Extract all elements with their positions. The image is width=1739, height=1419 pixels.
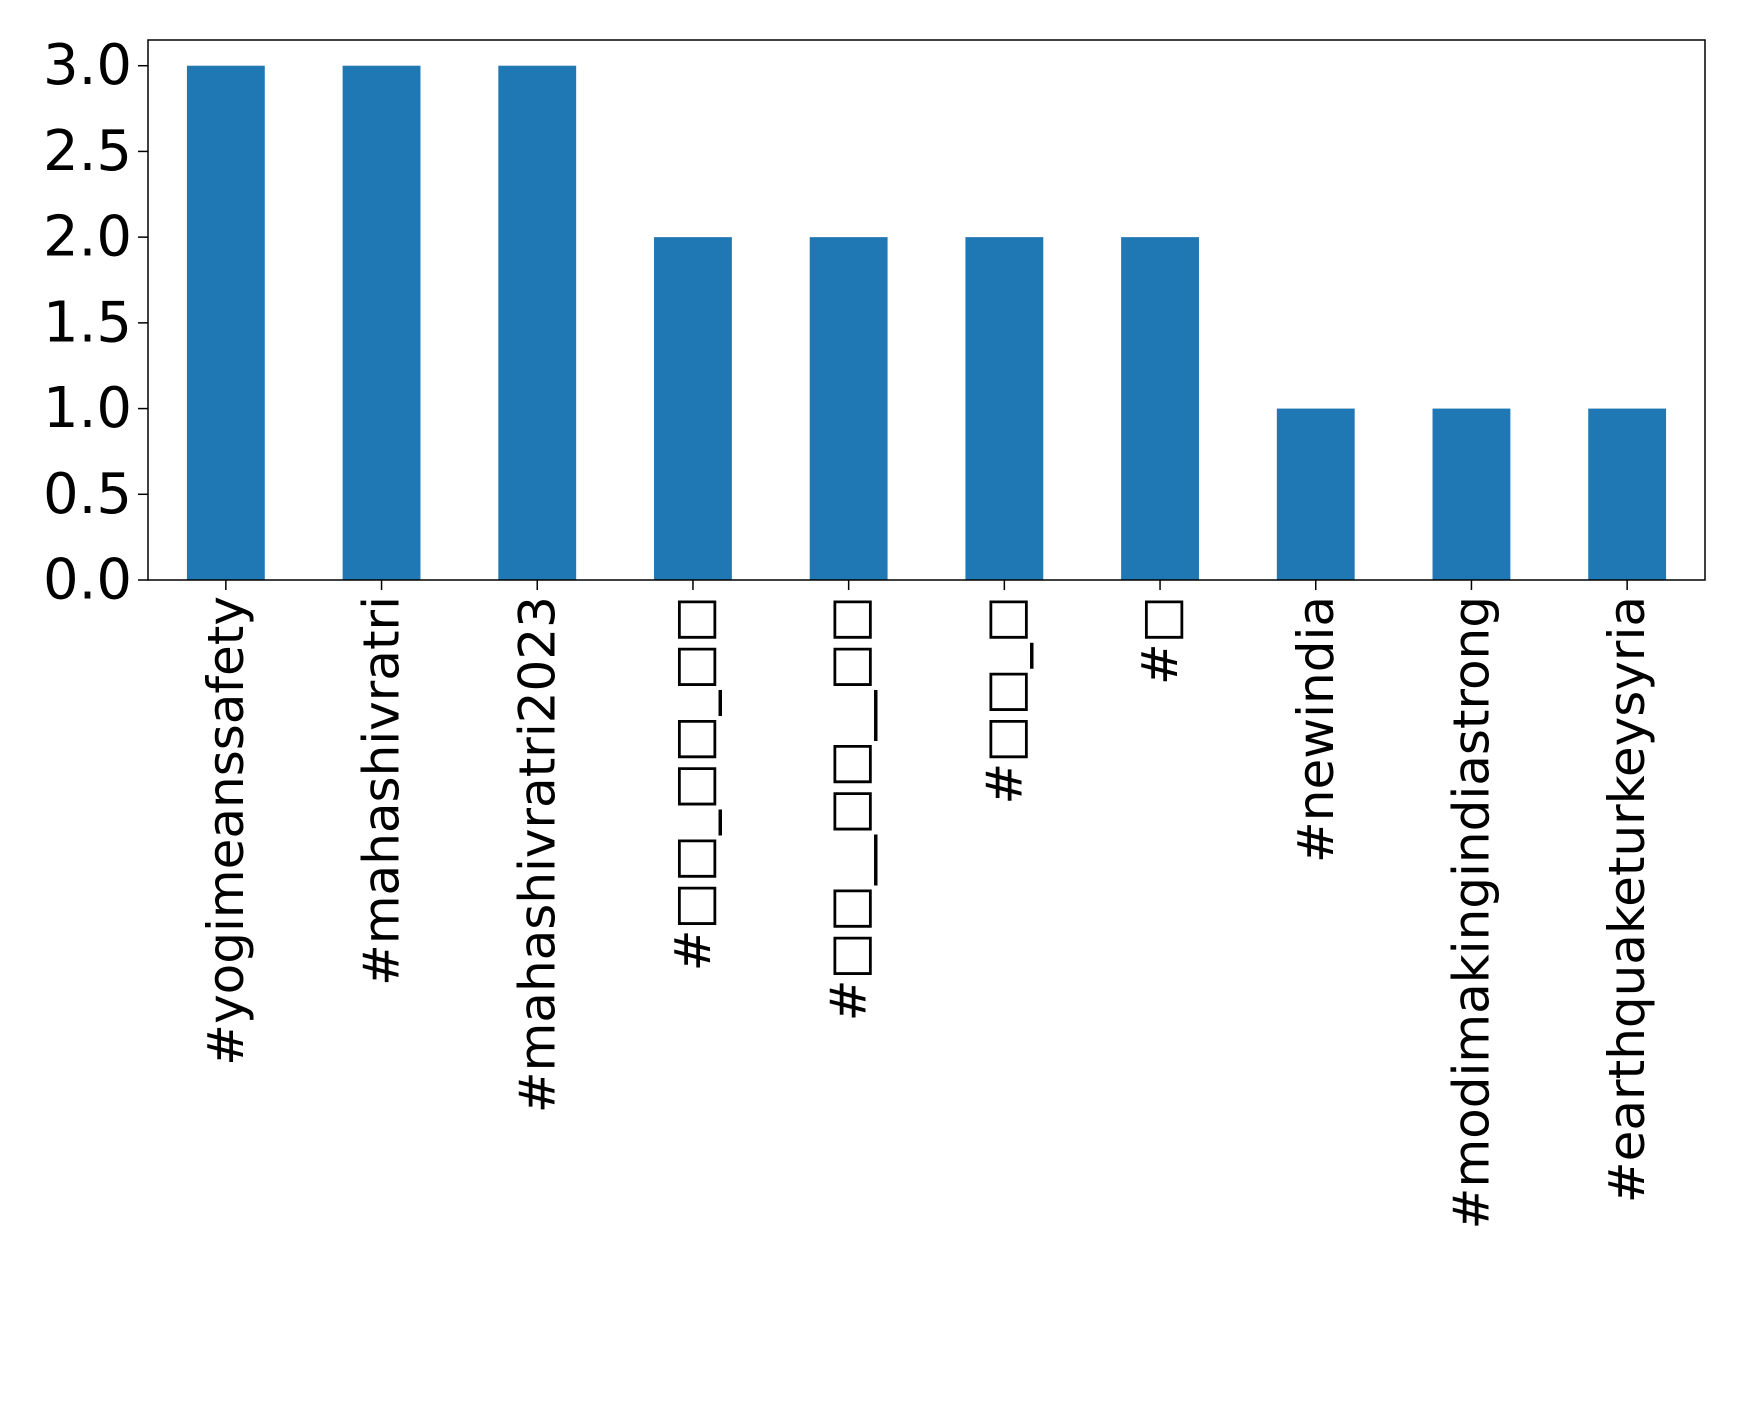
x-tick-label-8: #modimakingindiastrong [1442, 596, 1500, 1229]
y-tick-label-2: 1.0 [43, 376, 132, 441]
y-axis: 0.0 0.5 1.0 1.5 2.0 2.5 3.0 [43, 33, 148, 613]
x-tick-label-1: #mahashivratri [353, 596, 411, 986]
bar-4 [809, 237, 888, 580]
x-tick-label-0: #yogimeanssafety [197, 596, 255, 1066]
bar-8 [1432, 408, 1511, 580]
x-tick-label-4: #□□__□□__□□ [820, 596, 878, 1021]
bar-1 [342, 65, 421, 580]
x-tick-label-3: #□□_□□_□□ [664, 596, 722, 971]
x-tick-label-6: #□ [1131, 596, 1189, 685]
bar-9 [1588, 408, 1667, 580]
bar-0 [186, 65, 265, 580]
bar-5 [965, 237, 1044, 580]
x-tick-label-9: #earthquaketurkeysyria [1598, 596, 1656, 1203]
x-tick-label-7: #newindia [1287, 596, 1345, 863]
y-tick-label-3: 1.5 [43, 290, 132, 355]
y-tick-label-6: 3.0 [43, 33, 132, 98]
x-tick-label-5: #□□_□ [975, 596, 1033, 805]
x-axis: #yogimeanssafety #mahashivratri #mahashivr… [197, 580, 1656, 1229]
y-tick-label-0: 0.0 [43, 548, 132, 613]
bar-3 [654, 237, 732, 580]
bar-7 [1276, 408, 1355, 580]
y-tick-label-4: 2.0 [43, 205, 132, 270]
y-tick-label-5: 2.5 [43, 119, 132, 184]
plot-frame [147, 39, 1706, 581]
bars-group [186, 65, 1667, 580]
bar-2 [498, 65, 577, 580]
y-tick-label-1: 0.5 [43, 462, 132, 527]
x-tick-label-2: #mahashivratri2023 [508, 596, 566, 1113]
bar-6 [1121, 237, 1199, 580]
